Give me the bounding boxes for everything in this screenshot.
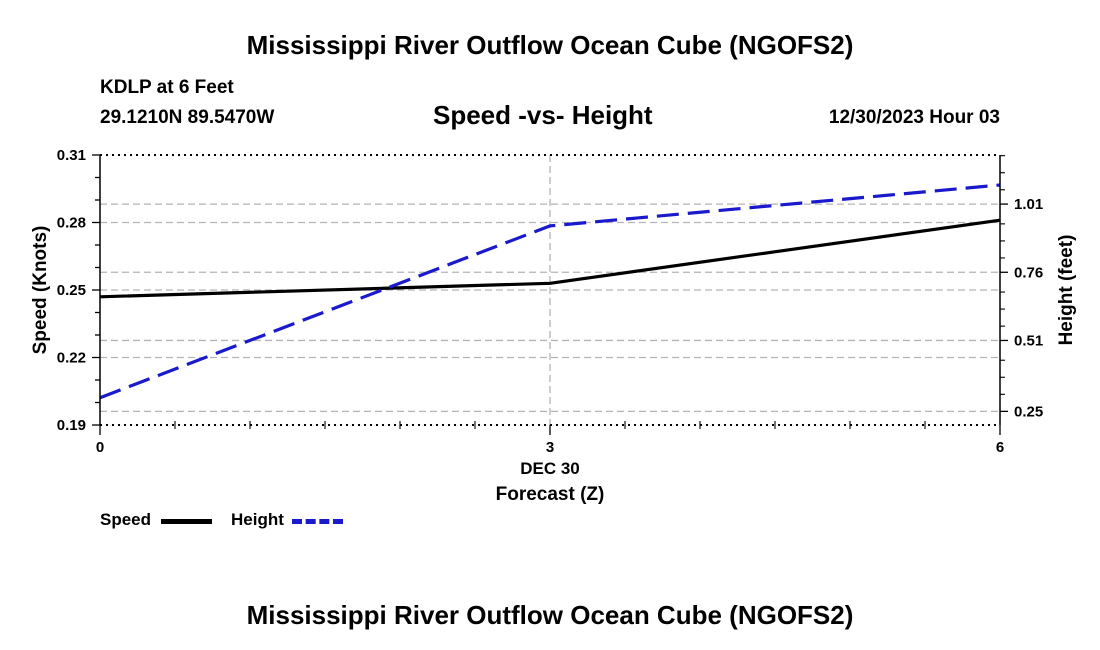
- plot-frame: [92, 154, 1008, 435]
- chart-footer-title: Mississippi River Outflow Ocean Cube (NG…: [246, 600, 854, 630]
- x-tick-label: 0: [96, 439, 104, 456]
- legend-speed-label: Speed: [100, 510, 152, 529]
- x-tick-label: 6: [996, 439, 1004, 456]
- y-left-tick-label: 0.22: [57, 350, 86, 367]
- y-left-axis-title: Speed (Knots): [30, 226, 51, 355]
- y-right-tick-label: 0.51: [1014, 332, 1043, 349]
- series-line-height: [99, 183, 1001, 400]
- station-label: KDLP at 6 Feet: [100, 77, 234, 98]
- series-lines: [99, 183, 1001, 400]
- x-axis-title: Forecast (Z): [496, 484, 605, 505]
- y-right-tick-label: 0.76: [1014, 264, 1043, 281]
- y-left-tick-label: 0.19: [57, 417, 86, 434]
- y-left-tick-label: 0.31: [57, 147, 86, 164]
- y-right-axis-title: Height (feet): [1056, 235, 1077, 346]
- station-coordinates: 29.1210N 89.5470W: [100, 107, 275, 128]
- grid-lines: [100, 155, 1000, 425]
- x-tick-label: 3: [546, 439, 554, 456]
- chart-main-title: Mississippi River Outflow Ocean Cube (NG…: [246, 30, 854, 60]
- series-line-speed: [99, 218, 1001, 299]
- axis-labels: 0.19 0.22 0.25 0.28 0.31 0.25 0.51 0.76 1.01 0 3 6: [57, 147, 1043, 456]
- y-right-tick-label: 1.01: [1014, 196, 1043, 213]
- y-right-tick-label: 0.25: [1014, 403, 1043, 420]
- legend-height-label: Height: [231, 510, 284, 529]
- x-date-label: DEC 30: [520, 459, 580, 478]
- legend-height-swatch: [292, 519, 343, 524]
- y-left-tick-label: 0.28: [57, 215, 86, 232]
- y-left-tick-label: 0.25: [57, 282, 86, 299]
- legend-speed-swatch: [161, 519, 212, 524]
- chart-subtitle: Speed -vs- Height: [433, 100, 653, 130]
- forecast-datetime: 12/30/2023 Hour 03: [828, 107, 1000, 128]
